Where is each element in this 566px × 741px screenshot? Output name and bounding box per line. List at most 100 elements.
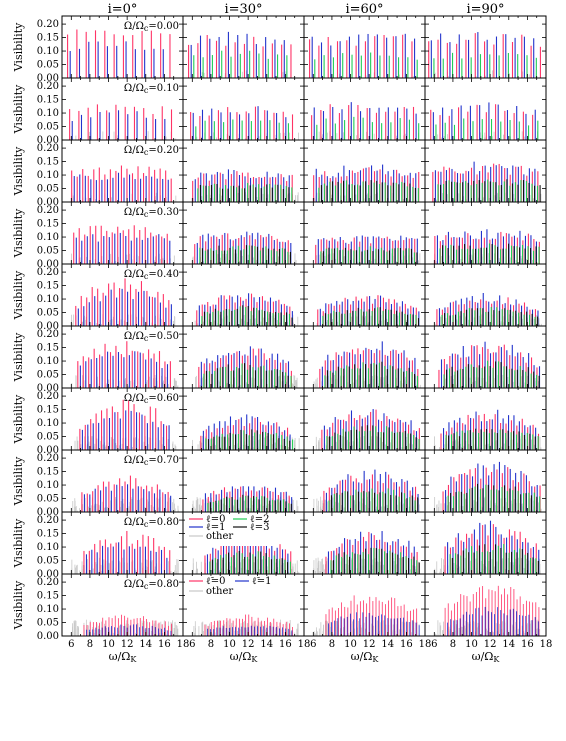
spike-series xyxy=(190,106,299,140)
y-tick-label: 0.15 xyxy=(37,33,59,44)
y-tick-label: 0.20 xyxy=(37,81,59,92)
rotation-rate-symbol: Ω/Ω xyxy=(124,269,144,280)
y-tick-label: 0.05 xyxy=(37,432,59,443)
spike-series xyxy=(434,292,542,326)
rotation-rate-subscript: c xyxy=(144,396,149,405)
spike-series xyxy=(434,409,542,450)
y-tick-label: 0.15 xyxy=(37,343,59,354)
spike-series xyxy=(74,399,177,450)
spike-series xyxy=(194,293,299,326)
spike-series xyxy=(71,530,179,574)
panel: 0.00 0.05 0.10 0.15 0.20 Ω/Ωc=0.30 xyxy=(37,201,184,270)
spike-series xyxy=(313,469,420,512)
y-tick-label: 0.10 xyxy=(37,232,59,243)
y-tick-label: 0.15 xyxy=(37,405,59,416)
spike-series xyxy=(434,461,542,512)
y-tick-label: 0.15 xyxy=(37,467,59,478)
panel xyxy=(424,263,547,327)
panel-grid: 0.000.050.100.150.20 Ω/Ωc=0.000.000.050.1… xyxy=(37,15,547,642)
spike-series xyxy=(434,229,540,264)
column-title: i=0° xyxy=(108,2,138,17)
rotation-rate-symbol: Ω/Ω xyxy=(124,21,144,32)
panel xyxy=(182,77,305,141)
y-tick-label: 0.10 xyxy=(37,356,59,367)
spike-series xyxy=(195,346,298,388)
spike-series xyxy=(71,225,175,264)
panel xyxy=(182,263,305,327)
rotation-rate-value: =0.00 xyxy=(148,21,179,32)
panel-background xyxy=(183,16,304,78)
panel: 0.00 0.05 0.10 0.15 0.20 Ω/Ωc=0.50 xyxy=(37,325,184,394)
spike-series xyxy=(71,278,176,326)
y-tick-label: 0.10 xyxy=(37,542,59,553)
y-tick-label: 0.20 xyxy=(37,19,59,30)
y-tick-label: 0.10 xyxy=(37,418,59,429)
spike-series xyxy=(192,231,297,264)
y-tick-label: 0.05 xyxy=(37,60,59,71)
rotation-rate-label: Ω/Ωc=0.80 xyxy=(124,517,179,529)
y-tick-label: 0.20 xyxy=(37,205,59,216)
panel xyxy=(424,77,547,141)
panel-background xyxy=(62,78,183,140)
rotation-rate-label: Ω/Ωc=0.30 xyxy=(124,207,179,219)
spike-series xyxy=(71,165,177,202)
y-tick-label: 0.20 xyxy=(37,267,59,278)
panel-background xyxy=(304,326,425,388)
spike-series xyxy=(313,341,421,388)
panel xyxy=(303,15,426,79)
rotation-rate-label: Ω/Ωc=0.60 xyxy=(124,393,179,405)
rotation-rate-subscript: c xyxy=(144,272,149,281)
y-tick-label: 0.05 xyxy=(37,556,59,567)
panel xyxy=(303,263,426,327)
y-tick-label: 0.00 xyxy=(37,321,59,332)
panel xyxy=(303,139,426,203)
spike-series xyxy=(69,104,177,140)
spike-series xyxy=(313,164,420,202)
spike-series xyxy=(438,341,541,388)
column-title: i=60° xyxy=(345,2,383,17)
rotation-rate-symbol: Ω/Ω xyxy=(124,517,144,528)
spike-series xyxy=(192,535,300,574)
panel xyxy=(424,201,547,265)
rotation-rate-subscript: c xyxy=(144,24,149,33)
panel xyxy=(182,201,305,265)
panel: 0.00 0.05 0.10 0.15 0.20 Ω/Ωc=0.70 xyxy=(37,449,184,518)
rotation-rate-symbol: Ω/Ω xyxy=(124,455,144,466)
panel-background xyxy=(304,16,425,78)
panel: 0.00 0.05 0.10 0.15 0.20 Ω/Ωc=0.00 xyxy=(37,15,184,84)
panel xyxy=(424,387,547,451)
y-tick-label: 0.05 xyxy=(37,308,59,319)
y-tick-label: 0.00 xyxy=(37,569,59,580)
column-title: i=90° xyxy=(466,2,504,17)
y-tick-label: 0.00 xyxy=(37,507,59,518)
rotation-rate-subscript: c xyxy=(144,334,149,343)
y-tick-label: 0.15 xyxy=(37,157,59,168)
rotation-rate-label: Ω/Ωc=0.50 xyxy=(124,331,179,343)
panel xyxy=(424,139,547,203)
panel xyxy=(303,449,426,513)
y-tick-label: 0.10 xyxy=(37,108,59,119)
panel: 0.00 0.05 0.10 0.15 0.20 Ω/Ωc=0.80 xyxy=(37,511,184,580)
y-tick-label: 0.00 xyxy=(37,445,59,456)
panel xyxy=(424,449,547,513)
rotation-rate-value: =0.40 xyxy=(148,269,179,280)
y-tick-label: 0.00 xyxy=(37,135,59,146)
y-tick-label: 0.10 xyxy=(37,480,59,491)
rotation-rate-subscript: c xyxy=(144,210,149,219)
rotation-rate-label: Ω/Ωc=0.40 xyxy=(124,269,179,281)
panel xyxy=(182,387,305,451)
panel: 0.00 0.05 0.10 0.15 0.20 Ω/Ωc=0.40 xyxy=(37,263,184,332)
rotation-rate-label: Ω/Ωc=0.10 xyxy=(124,83,179,95)
y-tick-label: 0.00 xyxy=(37,383,59,394)
panel xyxy=(303,201,426,265)
spike-series xyxy=(311,102,420,140)
panel-background xyxy=(183,78,304,140)
rotation-rate-symbol: Ω/Ω xyxy=(124,331,144,342)
rotation-rate-subscript: c xyxy=(144,86,149,95)
spike-series xyxy=(192,169,299,202)
y-tick-label: 0.15 xyxy=(37,529,59,540)
rotation-rate-value: =0.80 xyxy=(148,517,179,528)
spike-series xyxy=(72,475,179,512)
y-tick-label: 0.20 xyxy=(37,515,59,526)
